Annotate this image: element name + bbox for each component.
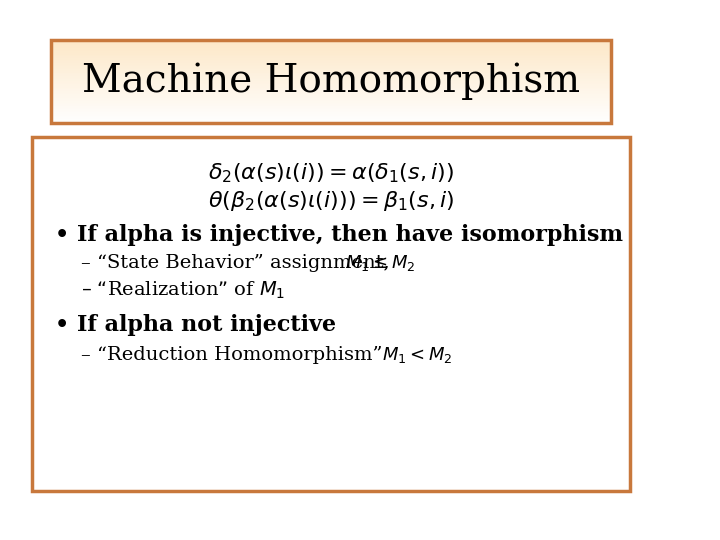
Bar: [50, 73, 611, 75]
Bar: [50, 119, 611, 122]
Bar: [50, 71, 611, 73]
Bar: [50, 42, 611, 43]
Bar: [50, 107, 611, 110]
Bar: [50, 59, 611, 62]
Bar: [50, 68, 611, 70]
Bar: [50, 75, 611, 77]
Bar: [50, 93, 611, 94]
Text: $\theta(\beta_2(\alpha(s)\iota(i)))=\beta_1(s,i)$: $\theta(\beta_2(\alpha(s)\iota(i)))=\bet…: [208, 189, 454, 213]
Bar: [50, 98, 611, 100]
Text: – “State Behavior” assignment,: – “State Behavior” assignment,: [81, 254, 390, 272]
Bar: [50, 87, 611, 90]
Text: Machine Homomorphism: Machine Homomorphism: [82, 63, 580, 100]
Bar: [50, 103, 611, 105]
Bar: [50, 121, 611, 123]
Bar: [50, 48, 611, 50]
Bar: [50, 116, 611, 118]
Bar: [50, 76, 611, 78]
Text: $M_1 \leq M_2$: $M_1 \leq M_2$: [345, 253, 415, 273]
Bar: [50, 83, 611, 85]
Bar: [50, 70, 611, 72]
Bar: [50, 101, 611, 103]
Bar: [50, 61, 611, 63]
FancyBboxPatch shape: [32, 137, 630, 491]
Text: – “Realization” of $M_1$: – “Realization” of $M_1$: [81, 280, 285, 301]
Bar: [50, 43, 611, 45]
Bar: [50, 56, 611, 58]
Bar: [50, 63, 611, 65]
Bar: [50, 96, 611, 98]
Bar: [50, 104, 611, 106]
Bar: [50, 81, 611, 83]
Bar: [50, 51, 611, 53]
Bar: [50, 91, 611, 93]
Bar: [50, 99, 611, 102]
Bar: [50, 64, 611, 66]
Bar: [50, 58, 611, 60]
Text: – “Reduction Homomorphism”: – “Reduction Homomorphism”: [81, 346, 382, 363]
Bar: [50, 109, 611, 111]
Bar: [50, 112, 611, 114]
Bar: [50, 106, 611, 108]
Bar: [50, 50, 611, 52]
Text: $\delta_2(\alpha(s)\iota(i))=\alpha(\delta_1(s,i))$: $\delta_2(\alpha(s)\iota(i))=\alpha(\del…: [208, 161, 454, 185]
Bar: [50, 79, 611, 82]
Bar: [50, 39, 611, 42]
Text: • If alpha is injective, then have isomorphism: • If alpha is injective, then have isomo…: [55, 224, 624, 246]
Bar: [50, 114, 611, 116]
Bar: [50, 53, 611, 55]
Bar: [50, 78, 611, 80]
Bar: [50, 89, 611, 91]
Bar: [50, 84, 611, 86]
Bar: [50, 118, 611, 119]
Bar: [50, 94, 611, 97]
Bar: [50, 45, 611, 47]
Text: $M_1 < M_2$: $M_1 < M_2$: [382, 345, 452, 364]
Bar: [50, 55, 611, 57]
Bar: [50, 86, 611, 88]
Bar: [50, 111, 611, 113]
Text: • If alpha not injective: • If alpha not injective: [55, 314, 336, 336]
Bar: [50, 66, 611, 68]
Bar: [50, 46, 611, 49]
